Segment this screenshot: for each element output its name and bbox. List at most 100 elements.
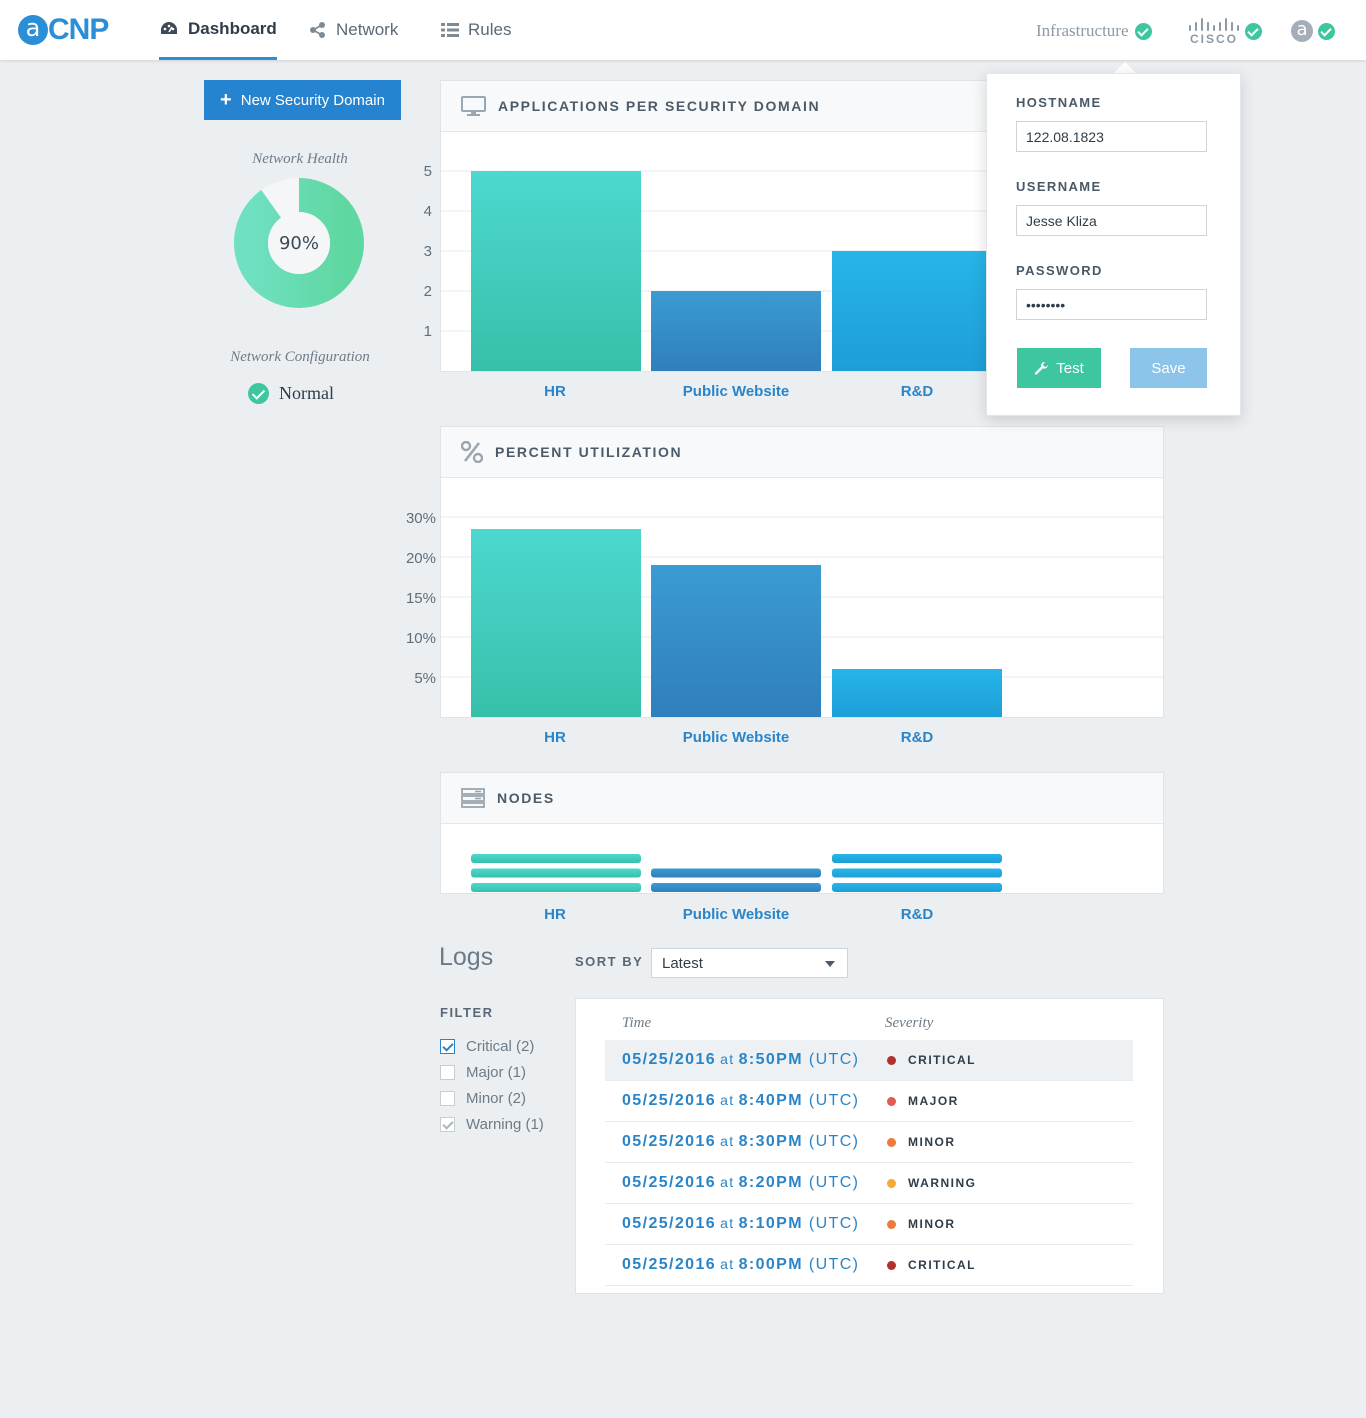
nav-network[interactable]: Network	[309, 0, 398, 60]
chevron-down-icon	[825, 961, 835, 967]
col-time-header: Time	[622, 1015, 652, 1031]
hostname-label: HOSTNAME	[1016, 95, 1102, 110]
y-tick-label: 4	[424, 203, 432, 220]
category-label: R&D	[901, 383, 934, 400]
table-row[interactable]: 05/25/2016 at 8:20PM (UTC) WARNING	[605, 1163, 1133, 1204]
new-security-domain-button[interactable]: + New Security Domain	[204, 80, 401, 120]
y-tick-label: 20%	[406, 550, 436, 567]
bar	[832, 251, 1002, 371]
dashboard-icon	[161, 21, 177, 34]
filter-warning[interactable]: Warning (1)	[440, 1116, 544, 1133]
utilization-panel-title: PERCENT UTILIZATION	[495, 444, 683, 460]
y-tick-label: 1	[424, 323, 432, 340]
sort-select[interactable]: Latest	[651, 948, 848, 978]
top-bar: a CNP Dashboard Network Rules Infrastruc…	[0, 0, 1366, 60]
check-icon	[1134, 22, 1152, 40]
log-date: 05/25/2016	[622, 1174, 717, 1191]
user-status[interactable]: a	[1291, 16, 1335, 46]
nav-rules-label: Rules	[468, 20, 512, 39]
log-time: 05/25/2016 at 8:40PM (UTC)	[622, 1092, 859, 1110]
log-time: 05/25/2016 at 8:30PM (UTC)	[622, 1133, 859, 1151]
log-clock: 8:10PM	[738, 1215, 803, 1232]
cisco-logo-icon: CISCO	[1189, 18, 1239, 46]
test-button[interactable]: Test	[1017, 348, 1101, 388]
log-timezone: (UTC)	[808, 1133, 860, 1150]
filter-major-checkbox[interactable]	[440, 1065, 455, 1080]
filter-critical[interactable]: Critical (2)	[440, 1038, 534, 1055]
applications-panel-title: APPLICATIONS PER SECURITY DOMAIN	[498, 98, 821, 114]
table-row[interactable]: 05/25/2016 at 8:50PM (UTC) CRITICAL	[605, 1040, 1133, 1081]
check-icon	[1245, 22, 1262, 40]
logo-mark: a	[18, 15, 48, 45]
filter-warning-checkbox[interactable]	[440, 1117, 455, 1132]
log-severity: CRITICAL	[908, 1258, 976, 1272]
monitor-icon	[461, 95, 486, 116]
network-health-value: 90%	[278, 232, 319, 254]
filter-minor[interactable]: Minor (2)	[440, 1090, 526, 1107]
logo-text: CNP	[48, 13, 109, 46]
log-at: at	[720, 1051, 735, 1067]
log-date: 05/25/2016	[622, 1215, 717, 1232]
logs-title: Logs	[439, 943, 494, 971]
log-time: 05/25/2016 at 8:10PM (UTC)	[622, 1215, 859, 1233]
donut-chart	[234, 178, 364, 308]
infrastructure-popup: HOSTNAME USERNAME PASSWORD Test Save	[986, 73, 1241, 416]
table-row[interactable]: 05/25/2016 at 8:30PM (UTC) MINOR	[605, 1122, 1133, 1163]
log-date: 05/25/2016	[622, 1256, 717, 1273]
nav-network-label: Network	[336, 20, 399, 39]
percent-icon	[461, 441, 483, 463]
table-row[interactable]: 05/25/2016 at 8:40PM (UTC) MAJOR	[605, 1081, 1133, 1122]
nav-rules[interactable]: Rules	[441, 0, 511, 60]
log-severity: MINOR	[908, 1217, 956, 1231]
log-at: at	[720, 1092, 735, 1108]
table-row[interactable]: 05/25/2016 at 8:10PM (UTC) MINOR	[605, 1204, 1133, 1245]
username-label: USERNAME	[1016, 179, 1102, 194]
infrastructure-label: Infrastructure	[1036, 21, 1129, 40]
save-button[interactable]: Save	[1130, 348, 1207, 388]
app-logo[interactable]: a CNP	[18, 13, 109, 47]
config-status-label: Normal	[279, 383, 334, 403]
log-date: 05/25/2016	[622, 1051, 717, 1068]
log-clock: 8:40PM	[738, 1092, 803, 1109]
y-tick-label: 3	[424, 243, 432, 260]
bar	[471, 529, 641, 717]
node-bar	[651, 883, 821, 892]
y-tick-label: 15%	[406, 590, 436, 607]
sort-by-label: SORT BY	[575, 954, 644, 969]
severity-dot-icon	[887, 1178, 896, 1188]
password-input[interactable]	[1016, 289, 1207, 320]
network-configuration-caption: Network Configuration	[230, 349, 370, 365]
severity-dot-icon	[887, 1137, 896, 1147]
node-bar	[832, 868, 1002, 878]
filter-major[interactable]: Major (1)	[440, 1064, 526, 1081]
bar	[651, 291, 821, 371]
nodes-panel-title: NODES	[497, 790, 555, 806]
hostname-input[interactable]	[1016, 121, 1207, 152]
category-label: Public Website	[683, 906, 789, 923]
log-timezone: (UTC)	[808, 1256, 860, 1273]
filter-critical-checkbox[interactable]	[440, 1039, 455, 1054]
log-date: 05/25/2016	[622, 1092, 717, 1109]
plus-icon: +	[220, 88, 232, 111]
log-severity: WARNING	[908, 1176, 977, 1190]
logs-table: Time Severity 05/25/2016 at 8:50PM (UTC) CR…	[575, 998, 1164, 1294]
infrastructure-status[interactable]: Infrastructure	[1036, 16, 1152, 46]
table-row[interactable]: 05/25/2016 at 8:00PM (UTC) CRITICAL	[605, 1245, 1133, 1286]
log-at: at	[720, 1174, 735, 1190]
filter-minor-checkbox[interactable]	[440, 1091, 455, 1106]
server-icon	[461, 788, 485, 808]
bar	[832, 669, 1002, 717]
log-at: at	[720, 1215, 735, 1231]
network-configuration-status: Normal	[248, 383, 334, 404]
category-label: Public Website	[683, 383, 789, 400]
node-bar	[471, 868, 641, 878]
username-input[interactable]	[1016, 205, 1207, 236]
log-timezone: (UTC)	[808, 1051, 860, 1068]
category-label: Public Website	[683, 729, 789, 746]
cisco-status[interactable]: CISCO	[1187, 16, 1262, 46]
log-timezone: (UTC)	[808, 1174, 860, 1191]
nav-dashboard[interactable]: Dashboard	[159, 0, 277, 60]
log-severity: CRITICAL	[908, 1053, 976, 1067]
node-bar	[832, 883, 1002, 892]
